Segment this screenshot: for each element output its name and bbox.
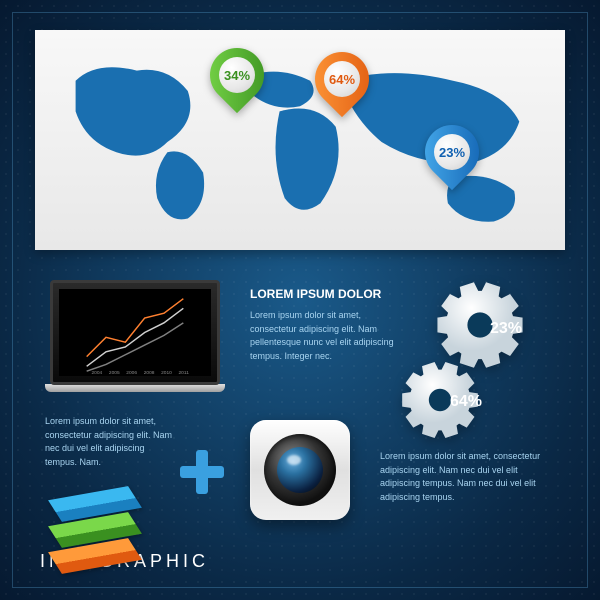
gear-label: 23%	[490, 320, 522, 338]
gear-label: 64%	[450, 393, 482, 411]
map-pin: 64%	[315, 52, 369, 122]
svg-text:2010: 2010	[161, 370, 172, 376]
text-heading: LOREM IPSUM DOLOR	[250, 285, 410, 303]
map-pin: 34%	[210, 48, 264, 118]
svg-text:2004: 2004	[92, 370, 103, 376]
svg-text:2011: 2011	[179, 370, 190, 376]
svg-text:2005: 2005	[109, 370, 120, 376]
text-block-2: Lorem ipsum dolor sit amet, consectetur …	[45, 415, 175, 469]
laptop-icon: 2004 2005 2006 2008 2010 2011	[45, 280, 225, 400]
map-pin: 23%	[425, 125, 479, 195]
layer-stack	[55, 492, 145, 582]
text-body: Lorem ipsum dolor sit amet, consectetur …	[380, 450, 555, 504]
svg-text:2008: 2008	[144, 370, 155, 376]
text-block-1: LOREM IPSUM DOLOR Lorem ipsum dolor sit …	[250, 285, 410, 363]
text-body: Lorem ipsum dolor sit amet, consectetur …	[45, 415, 175, 469]
camera-icon	[250, 420, 350, 520]
svg-text:2006: 2006	[126, 370, 137, 376]
plus-icon	[180, 450, 224, 494]
map-panel: 34% 64% 23%	[35, 30, 565, 250]
text-body: Lorem ipsum dolor sit amet, consectetur …	[250, 309, 410, 363]
text-block-3: Lorem ipsum dolor sit amet, consectetur …	[380, 450, 555, 504]
